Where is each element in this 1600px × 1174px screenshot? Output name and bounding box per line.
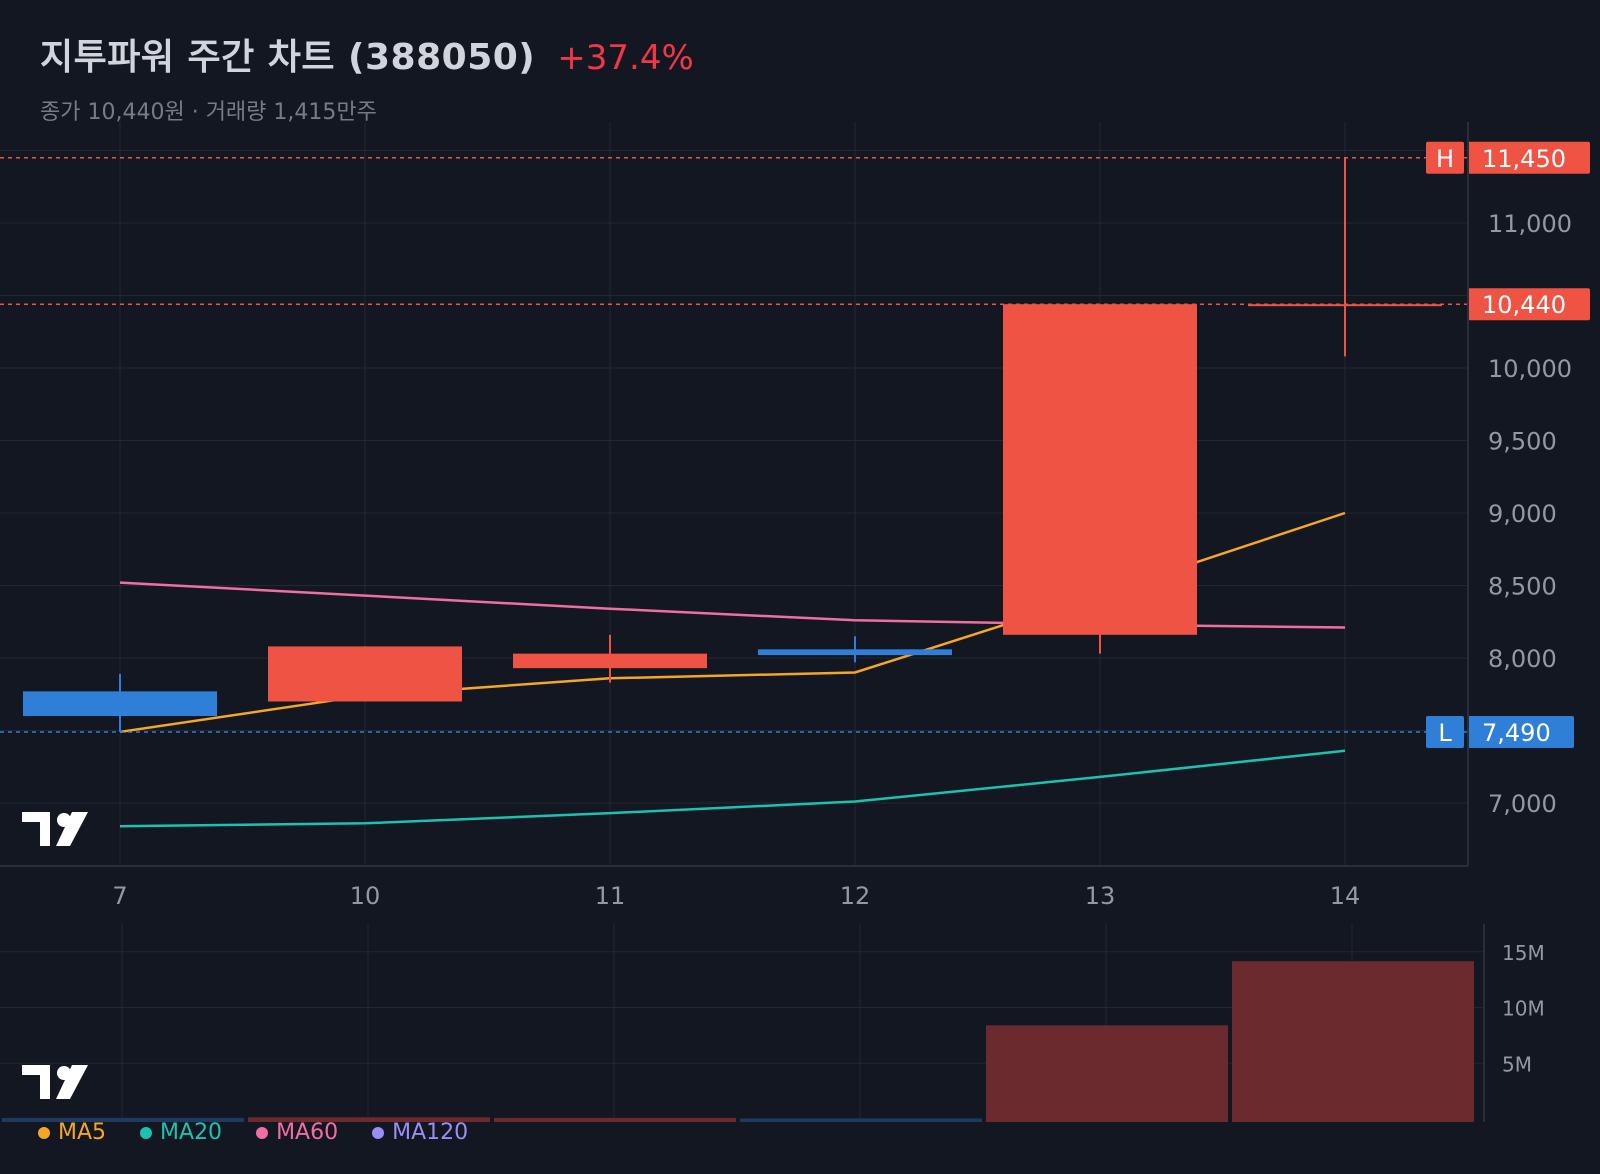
price-tick-label: 8,500 [1488, 573, 1557, 601]
candle-body [23, 691, 217, 716]
logo-slash-shape [56, 812, 88, 846]
volume-bar [494, 1117, 736, 1122]
price-tick-label: 10,000 [1488, 355, 1572, 383]
ma120-dot-icon [372, 1126, 385, 1139]
volume-text: 거래량 1,415만주 [205, 100, 377, 125]
legend-ma20[interactable]: MA20 [140, 1120, 222, 1145]
tradingview-logo-volume-icon [22, 1065, 88, 1099]
chart-title: 지투파워 주간 차트 (388050) [40, 37, 536, 78]
chart-header: 지투파워 주간 차트 (388050) +37.4% 종가 10,440원 · … [40, 28, 694, 126]
price-tick-label: 7,000 [1488, 790, 1557, 818]
candle-body [1248, 304, 1442, 307]
chart-subtitle: 종가 10,440원 · 거래량 1,415만주 [40, 94, 694, 126]
volume-bar [1232, 961, 1474, 1122]
close-price-text: 종가 10,440원 [40, 100, 185, 125]
subtitle-separator: · [184, 100, 206, 125]
ma-line-ma20 [119, 749, 1346, 828]
ma-legend: MA5 MA20 MA60 MA120 [38, 1120, 468, 1145]
volume-bar [248, 1117, 490, 1122]
price-marker-layer: H 11,450 10,440 L 7,490 [0, 141, 1590, 748]
low-letter-box [1426, 715, 1464, 748]
volume-tick-label: 5M [1502, 1052, 1532, 1076]
ma5-dot-icon [38, 1126, 50, 1139]
legend-ma60-label: MA60 [276, 1120, 339, 1145]
last-price-label: 10,440 [1482, 291, 1566, 319]
candle-body [758, 649, 952, 656]
high-price-box [1468, 141, 1590, 174]
volume-bar [740, 1118, 982, 1122]
time-tick-label: 14 [1330, 882, 1361, 910]
volume-bar [2, 1117, 244, 1122]
low-price-box [1468, 715, 1574, 748]
grid-layer [0, 122, 1468, 866]
low-price-label: 7,490 [1482, 719, 1551, 747]
last-price-box [1468, 288, 1590, 321]
logo-layer [22, 812, 88, 1099]
tradingview-logo-icon [22, 812, 88, 846]
volume-layer: 5M 10M 15M [0, 924, 1545, 1122]
low-letter: L [1438, 719, 1452, 747]
title-row: 지투파워 주간 차트 (388050) +37.4% [40, 28, 694, 80]
high-letter-box [1426, 141, 1464, 174]
volume-bar [986, 1025, 1228, 1122]
volume-tick-label: 15M [1502, 941, 1545, 965]
legend-ma5-label: MA5 [58, 1120, 107, 1145]
legend-ma60[interactable]: MA60 [256, 1120, 338, 1145]
time-tick-label: 13 [1085, 882, 1116, 910]
price-tick-label: 9,500 [1488, 428, 1557, 456]
price-tick-label: 9,000 [1488, 500, 1557, 528]
logo-t-shape [22, 812, 50, 846]
legend-ma120-label: MA120 [392, 1120, 469, 1145]
time-tick-label: 10 [350, 882, 381, 910]
candle-body [513, 653, 707, 669]
time-tick-label: 11 [595, 882, 626, 910]
legend-ma5[interactable]: MA5 [38, 1120, 106, 1145]
logo-t-shape [22, 1065, 50, 1099]
high-letter: H [1436, 145, 1454, 173]
volume-tick-label: 10M [1502, 997, 1545, 1021]
time-tick-label: 7 [112, 882, 127, 910]
price-tick-label: 8,000 [1488, 645, 1557, 673]
legend-ma120[interactable]: MA120 [372, 1120, 468, 1145]
ma60-dot-icon [256, 1126, 269, 1139]
candle-body [268, 646, 462, 702]
time-tick-label: 12 [840, 882, 871, 910]
axis-layer: 7,000 8,000 8,500 9,000 9,500 10,000 11,000 7 10… [0, 122, 1572, 910]
candle-layer [23, 157, 1442, 732]
ma20-dot-icon [140, 1126, 153, 1139]
legend-ma20-label: MA20 [160, 1120, 223, 1145]
high-price-label: 11,450 [1482, 145, 1566, 173]
price-tick-label: 11,000 [1488, 210, 1572, 238]
price-change-badge: +37.4% [557, 38, 694, 78]
candle-body [1003, 304, 1197, 635]
logo-slash-shape [56, 1065, 88, 1099]
